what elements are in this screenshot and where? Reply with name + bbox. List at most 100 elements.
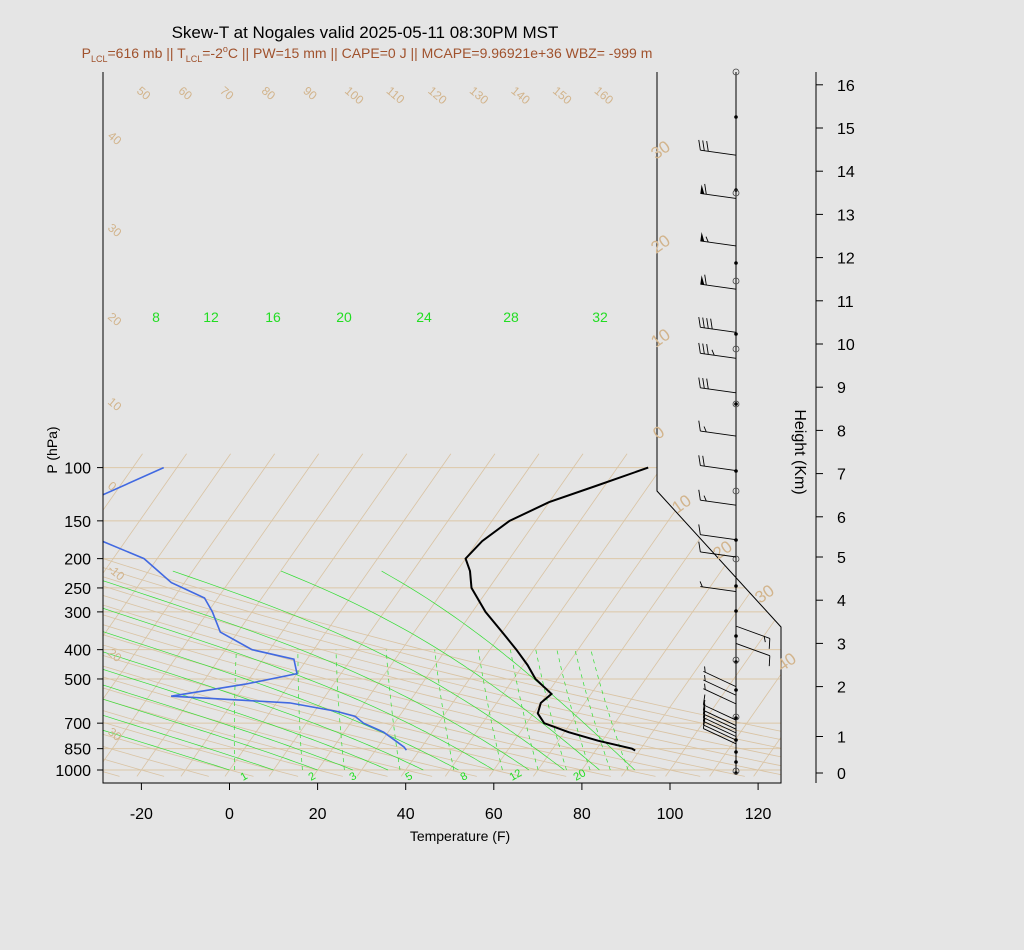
moist-adiabat <box>103 570 389 771</box>
height-axis-title: Height (Km) <box>791 409 808 494</box>
dry-adiabat <box>103 453 781 777</box>
moist-adiabat <box>103 570 230 771</box>
wind-barb-staff <box>700 586 737 593</box>
wind-barb <box>702 694 737 721</box>
wind-barb-feather <box>704 666 706 673</box>
dry-adiabat-label: 80 <box>259 84 278 104</box>
height-tick-label: 6 <box>837 510 846 527</box>
wind-barb-feather <box>699 581 703 588</box>
mixing-ratio-line <box>574 649 611 771</box>
isotherm <box>842 454 1024 777</box>
mixing-ratio-line <box>510 649 539 771</box>
dry-adiabat-labels: 50 60 70 80 90 100 110 120 130 140 150 160403020100… <box>105 84 800 745</box>
dry-adiabat <box>103 453 388 777</box>
wind-barb-staff <box>700 430 737 437</box>
mixing-ratio-label: 5 <box>404 770 415 783</box>
temperature-profile <box>464 466 649 752</box>
height-dot <box>734 688 738 692</box>
isotherm <box>224 453 452 777</box>
isotherm <box>268 453 496 777</box>
pressure-tick-label: 250 <box>64 581 91 598</box>
dry-adiabat-label: 40 <box>105 129 124 149</box>
dry-adiabat-label: 20 <box>105 310 124 330</box>
wind-barb-feather <box>698 541 701 553</box>
mixing-ratio-label: 28 <box>503 309 519 325</box>
wind-barb-staff <box>735 642 770 657</box>
wind-barb-feather <box>702 694 706 705</box>
dry-adiabat-label: 100 <box>342 84 367 108</box>
pressure-ring <box>732 656 740 664</box>
pressure-tick-label: 300 <box>64 605 91 622</box>
mixing-ratio-label: 8 <box>459 770 470 783</box>
moist-adiabat <box>172 570 565 771</box>
dry-adiabat <box>103 453 299 777</box>
dry-adiabat-label: 160 <box>592 84 617 108</box>
profile-series <box>103 466 649 752</box>
wind-barb-staff <box>700 192 737 199</box>
wind-barb-feather <box>702 343 705 354</box>
x-tick-label: 80 <box>573 806 591 823</box>
dry-adiabat-label: 10 <box>105 395 124 415</box>
wind-barb-staff <box>700 465 737 472</box>
plot-frame <box>102 72 782 784</box>
dry-adiabat-label: 0 <box>649 422 668 443</box>
wind-barb-staff <box>700 149 737 156</box>
pressure-tick-label: 400 <box>64 643 91 660</box>
height-tick-label: 8 <box>837 423 846 440</box>
wind-barb-staff <box>703 717 737 734</box>
isotherm <box>444 453 672 777</box>
wind-barb-feather <box>704 183 707 195</box>
x-tick-label: 60 <box>485 806 503 823</box>
wind-barb-staff <box>700 534 737 541</box>
height-dot <box>734 750 738 754</box>
y-axis-title: P (hPa) <box>44 426 60 473</box>
pressure-ring <box>732 767 740 775</box>
wind-barb-staff <box>700 326 737 333</box>
dry-adiabat-label: 140 <box>508 84 533 108</box>
mixing-ratio-label: 20 <box>336 309 352 325</box>
wind-barb-staff <box>700 387 737 394</box>
wind-barb-feather <box>711 349 715 356</box>
mixing-ratio-label: 12 <box>203 309 219 325</box>
height-dot <box>734 115 738 119</box>
wind-barb <box>698 455 737 472</box>
height-tick-label: 5 <box>837 550 846 567</box>
height-dot <box>734 634 738 638</box>
wind-barb-staff <box>700 352 737 359</box>
dry-adiabat <box>103 453 567 777</box>
height-tick-label: 16 <box>837 78 855 95</box>
wind-barb-staff <box>703 679 737 696</box>
dry-adiabat <box>103 453 343 777</box>
pressure-tick-label: 150 <box>64 514 91 531</box>
dry-adiabat-label: 10 <box>668 491 694 517</box>
pressure-tick-label: 100 <box>64 461 91 478</box>
height-tick-label: 3 <box>837 636 846 653</box>
pressure-ring <box>732 400 740 408</box>
wind-barb-feather <box>702 718 706 729</box>
height-tick-label: 10 <box>837 337 855 354</box>
mixing-ratio-line <box>385 649 401 771</box>
isotherm <box>798 454 1024 777</box>
isotherm <box>103 453 275 777</box>
pressure-ring <box>732 555 740 563</box>
isotherm <box>709 453 781 777</box>
x-tick-label: -20 <box>130 806 153 823</box>
wind-barb <box>700 183 737 199</box>
height-dot <box>734 261 738 265</box>
wind-barb-pennant <box>700 232 705 242</box>
wind-barb <box>698 489 737 506</box>
wind-barb <box>700 232 737 247</box>
x-axis-title: Temperature (F) <box>410 828 510 844</box>
dry-adiabat-label: 50 <box>134 84 153 104</box>
wind-barb <box>703 666 737 688</box>
dry-adiabat-label: 120 <box>425 84 450 108</box>
dry-adiabat <box>103 453 656 777</box>
pressure-ring <box>732 487 740 495</box>
wind-barb <box>702 714 737 741</box>
wind-barb-feather <box>706 140 709 152</box>
dry-adiabat-label: 30 <box>751 581 777 607</box>
wind-barb-feather <box>702 714 706 726</box>
moist-adiabat <box>103 570 530 771</box>
dry-adiabat-label: 110 <box>384 84 408 107</box>
